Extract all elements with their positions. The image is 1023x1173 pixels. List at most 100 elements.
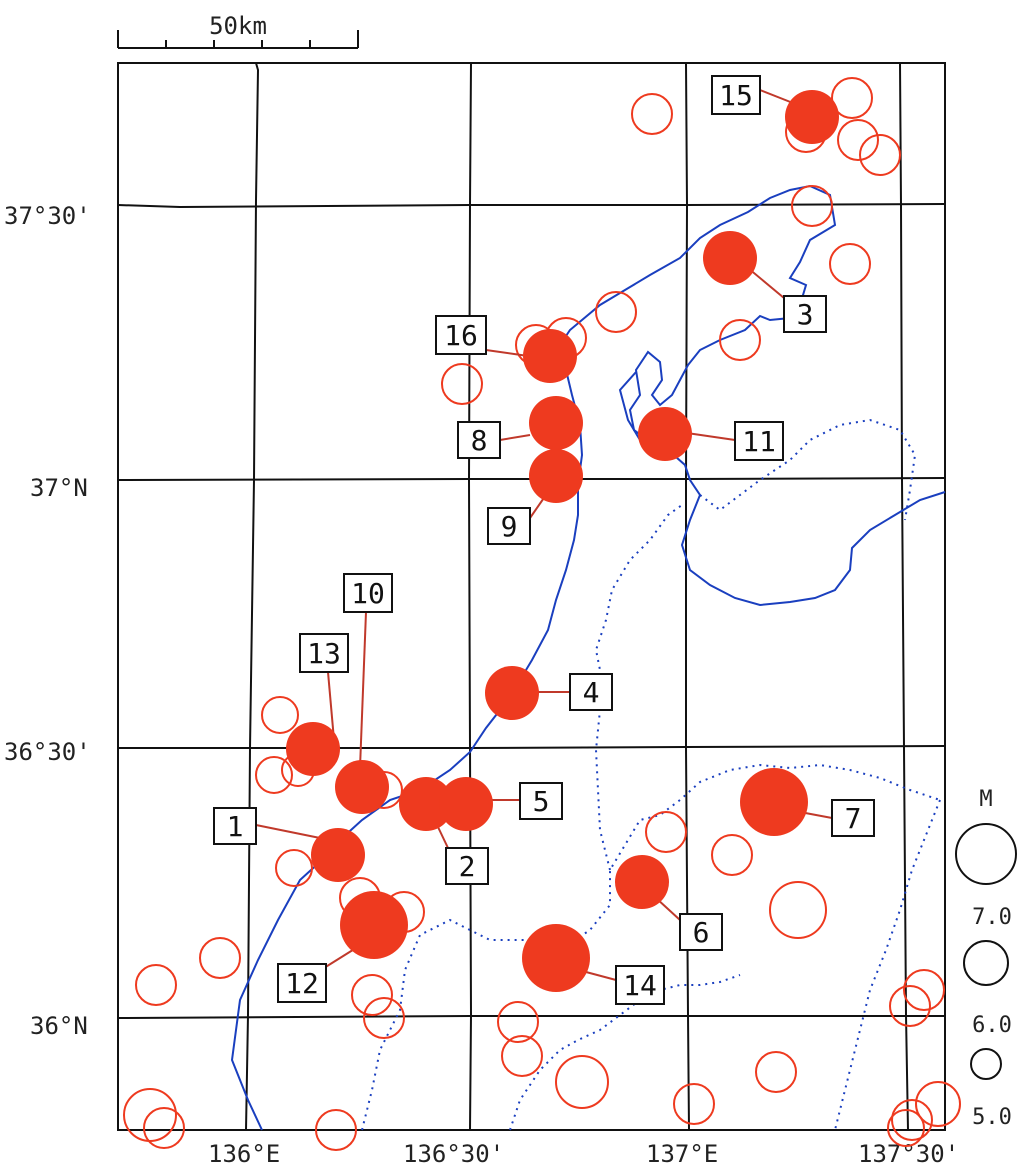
quake-marker [631, 93, 673, 135]
svg-text:12: 12 [285, 967, 319, 1000]
svg-text:8: 8 [471, 424, 488, 457]
major-earthquakes [286, 90, 839, 992]
svg-text:6: 6 [693, 916, 710, 949]
event-label-7: 7 [831, 799, 875, 837]
quake-marker [755, 1051, 797, 1093]
major-quake-11 [638, 407, 692, 461]
event-label-14: 14 [615, 965, 665, 1005]
lon-label-137: 137°E [646, 1140, 718, 1168]
quake-marker [837, 119, 879, 161]
svg-text:15: 15 [719, 79, 753, 112]
major-quake-12 [340, 891, 408, 959]
coastline [230, 184, 946, 1131]
event-label-13: 13 [299, 633, 349, 673]
svg-text:9: 9 [501, 510, 518, 543]
lon-axis-labels: 136°E 136°30' 137°E 137°30' [208, 1140, 959, 1168]
svg-text:10: 10 [351, 577, 385, 610]
quake-marker [903, 969, 945, 1011]
quake-marker [143, 1107, 185, 1149]
quake-marker [497, 1001, 539, 1043]
lat-label-36-30: 36°30' [4, 738, 91, 766]
event-label-8: 8 [457, 421, 501, 459]
quake-marker [275, 849, 313, 887]
svg-text:13: 13 [307, 637, 341, 670]
quake-marker [889, 985, 931, 1027]
svg-text:16: 16 [444, 319, 478, 352]
lon-label-137-30: 137°30' [858, 1140, 959, 1168]
other-earthquakes [123, 77, 961, 1151]
svg-text:2: 2 [459, 850, 476, 883]
legend-circle-m6 [963, 940, 1009, 986]
legend-title: M [979, 787, 992, 812]
quake-marker [501, 1035, 543, 1077]
major-quake-13 [286, 722, 340, 776]
major-quake-7 [740, 768, 808, 836]
event-label-15: 15 [711, 75, 761, 115]
scale-bar: 50km [117, 12, 359, 49]
lat-label-37: 37°N [30, 474, 88, 502]
major-quake-1 [311, 828, 365, 882]
legend-label-5: 5.0 [972, 1105, 1012, 1130]
major-quake-4 [485, 666, 539, 720]
quake-marker [261, 696, 299, 734]
major-quake-2 [399, 777, 453, 831]
quake-marker [645, 811, 687, 853]
quake-marker [719, 319, 761, 361]
event-label-9: 9 [487, 507, 531, 545]
major-quake-15 [785, 90, 839, 144]
quake-marker [831, 77, 873, 119]
quake-marker [673, 1083, 715, 1125]
quake-marker [555, 1055, 609, 1109]
quake-marker [915, 1081, 961, 1127]
quake-marker [829, 243, 871, 285]
quake-marker [769, 881, 827, 939]
quake-marker [351, 974, 393, 1016]
major-quake-10 [335, 760, 389, 814]
event-label-6: 6 [679, 913, 723, 951]
legend-circle-m7 [955, 823, 1017, 885]
lon-label-136-30: 136°30' [403, 1140, 504, 1168]
svg-text:3: 3 [797, 298, 814, 331]
quake-marker [255, 756, 293, 794]
quake-marker [859, 134, 901, 176]
svg-text:5: 5 [533, 785, 550, 818]
event-label-3: 3 [783, 295, 827, 333]
event-label-4: 4 [569, 673, 613, 711]
legend-label-6: 6.0 [972, 1013, 1012, 1038]
svg-text:7: 7 [845, 802, 862, 835]
major-quake-6 [615, 855, 669, 909]
legend-circle-m5 [970, 1048, 1002, 1080]
svg-text:1: 1 [227, 810, 244, 843]
major-quake-14 [522, 924, 590, 992]
lat-label-37-30: 37°30' [4, 202, 91, 230]
quake-marker [315, 1109, 357, 1151]
event-label-10: 10 [343, 573, 393, 613]
lat-axis-labels: 37°30' 37°N 36°30' 36°N [4, 202, 91, 1040]
map-frame [117, 62, 946, 1131]
magnitude-legend: M 7.0 6.0 5.0 [955, 787, 1017, 1130]
quake-marker [199, 937, 241, 979]
prefecture-boundaries [361, 418, 941, 1131]
major-quake-16 [523, 329, 577, 383]
event-label-11: 11 [734, 421, 784, 461]
quake-marker [711, 834, 753, 876]
major-quake-3 [703, 231, 757, 285]
svg-text:14: 14 [623, 969, 657, 1002]
event-labels: 1 2 3 4 5 6 7 8 [213, 75, 875, 1005]
legend-label-7: 7.0 [972, 905, 1012, 930]
svg-text:4: 4 [583, 676, 600, 709]
event-label-5: 5 [519, 782, 563, 820]
major-quake-9 [529, 449, 583, 503]
quake-marker [363, 997, 405, 1039]
event-label-12: 12 [277, 963, 327, 1003]
quake-marker [135, 964, 177, 1006]
svg-text:11: 11 [742, 425, 776, 458]
quake-marker [441, 363, 483, 405]
quake-marker [791, 185, 833, 227]
quake-marker [595, 291, 637, 333]
lat-label-36: 36°N [30, 1012, 88, 1040]
event-label-16: 16 [435, 315, 487, 355]
major-quake-5 [439, 777, 493, 831]
event-label-1: 1 [213, 807, 257, 845]
